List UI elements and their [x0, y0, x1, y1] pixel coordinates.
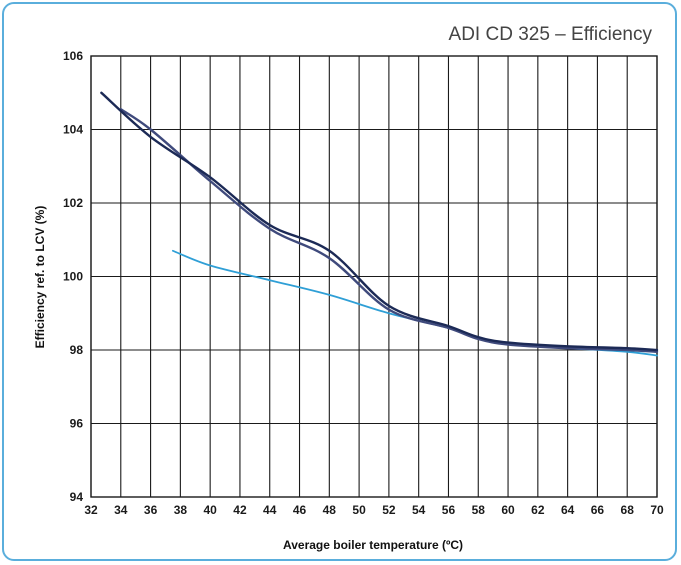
x-axis-title: Average boiler temperature (ºC): [283, 538, 463, 552]
x-tick-label: 44: [263, 503, 277, 517]
y-axis-title: Efficiency ref. to LCV (%): [33, 206, 47, 349]
plot-border: [90, 55, 658, 498]
chart-grid: [90, 55, 658, 498]
x-tick-label: 56: [442, 503, 456, 517]
x-tick-label: 54: [412, 503, 426, 517]
x-tick-label: 58: [472, 503, 486, 517]
chart-title: ADI CD 325 – Efficiency: [449, 24, 653, 45]
x-tick-label: 42: [233, 503, 247, 517]
x-tick-label: 38: [174, 503, 188, 517]
x-tick-label: 40: [203, 503, 217, 517]
chart-ticks: 32 34 36 38 40 42 44 46 48 50 52 54 56 58 60 62 64 66 68 70…: [63, 49, 664, 517]
x-tick-label: 48: [323, 503, 337, 517]
x-tick-label: 66: [591, 503, 605, 517]
series-line-2: [119, 108, 659, 353]
x-tick-label: 50: [352, 503, 366, 517]
y-tick-label: 104: [63, 123, 83, 137]
series-line-1: [100, 91, 659, 352]
y-tick-label: 98: [70, 343, 84, 357]
x-tick-label: 34: [114, 503, 128, 517]
x-tick-label: 46: [293, 503, 307, 517]
y-tick-label: 94: [70, 490, 84, 504]
x-tick-label: 36: [144, 503, 158, 517]
x-tick-label: 62: [531, 503, 545, 517]
y-tick-label: 100: [63, 270, 83, 284]
x-tick-label: 64: [561, 503, 575, 517]
chart-series-group: [100, 91, 659, 357]
x-tick-label: 70: [650, 503, 664, 517]
y-tick-label: 106: [63, 49, 83, 63]
x-tick-label: 32: [84, 503, 98, 517]
x-tick-label: 60: [501, 503, 515, 517]
series-line-3: [172, 249, 658, 357]
x-tick-label: 52: [382, 503, 396, 517]
y-tick-label: 102: [63, 196, 83, 210]
y-tick-label: 96: [70, 417, 84, 431]
x-tick-label: 68: [621, 503, 635, 517]
